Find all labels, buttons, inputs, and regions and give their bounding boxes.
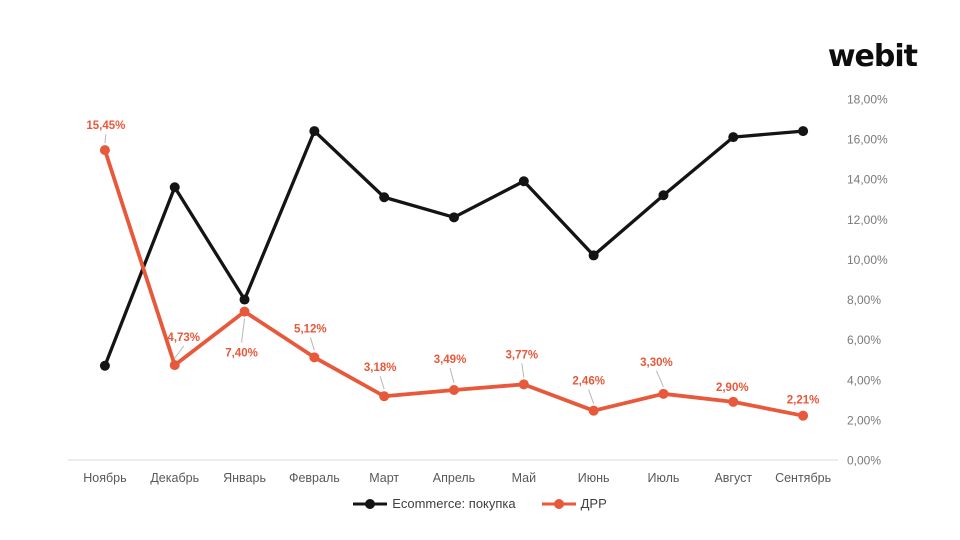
webit-logo: webit [827, 39, 918, 74]
y-axis-tick-label: 18,00% [847, 93, 888, 107]
y-axis-tick-label: 14,00% [847, 173, 888, 187]
ecommerce-point [518, 176, 529, 187]
y-axis-tick-label: 10,00% [847, 253, 888, 267]
drr-data-label: 2,46% [572, 376, 605, 388]
ecommerce-line-sample-icon [353, 498, 388, 509]
drr-data-label: 3,77% [506, 349, 539, 361]
ecommerce-point [728, 132, 739, 143]
drr-label-leader-line [174, 345, 185, 359]
y-axis-tick-label: 8,00% [847, 293, 881, 307]
x-axis-tick-label: Апрель [433, 471, 475, 485]
drr-point [169, 360, 180, 371]
chart-legend: Ecommerce: покупка ДРР [0, 496, 960, 511]
drr-point [99, 145, 110, 156]
x-axis-tick-label: Сентябрь [775, 471, 831, 485]
drr-point [239, 306, 250, 317]
ecommerce-point [449, 212, 459, 223]
ecommerce-point [588, 250, 599, 261]
legend-label-ecommerce: Ecommerce: покупка [392, 496, 516, 511]
x-axis-tick-label: Июль [648, 471, 680, 485]
x-axis-tick-label: Март [369, 471, 399, 485]
y-axis-tick-label: 12,00% [847, 213, 888, 227]
y-axis-tick-label: 4,00% [847, 373, 881, 387]
drr-label-leader-line [655, 370, 664, 388]
drr-point [518, 379, 529, 390]
drr-point [588, 405, 599, 416]
ecommerce-line [103, 129, 805, 368]
legend-label-drr: ДРР [580, 496, 607, 511]
x-axis-tick-label: Декабрь [150, 471, 199, 485]
drr-data-label: 15,45% [86, 120, 125, 132]
drr-line-sample-icon [541, 498, 576, 509]
x-axis-tick-label: Июнь [578, 471, 610, 485]
ecommerce-point [379, 192, 390, 203]
drr-label-leader-line [241, 318, 246, 343]
drr-data-label: 5,12% [294, 323, 327, 335]
legend-item-ecommerce: Ecommerce: покупка [353, 496, 516, 511]
x-axis-tick-label: Август [714, 471, 752, 485]
drr-label-leader-line [309, 337, 315, 351]
drr-label-leader-line [588, 389, 595, 404]
ecommerce-point [309, 126, 320, 137]
drr-point [449, 385, 459, 396]
ecommerce-point [169, 182, 180, 193]
drr-data-label: 3,30% [640, 357, 673, 369]
ecommerce-point [99, 360, 110, 371]
drr-line [103, 148, 805, 418]
drr-label-leader-line [449, 367, 455, 384]
drr-data-label: 3,49% [434, 354, 467, 366]
drr-data-label: 7,40% [225, 348, 258, 360]
x-axis-tick-label: Январь [223, 471, 266, 485]
ecommerce-point [658, 190, 669, 201]
drr-label-leader-line [379, 376, 385, 390]
drr-data-label: 2,21% [787, 395, 820, 407]
y-axis-tick-label: 16,00% [847, 133, 888, 147]
drr-point [309, 352, 320, 363]
drr-data-label: 4,73% [167, 332, 200, 344]
x-axis-tick-label: Май [512, 471, 537, 485]
drr-data-label: 2,90% [716, 382, 749, 394]
drr-label-leader-line [521, 363, 525, 378]
y-axis-tick-label: 6,00% [847, 333, 881, 347]
ecommerce-point [239, 294, 250, 305]
y-axis-tick-label: 0,00% [847, 454, 881, 468]
drr-point [658, 388, 669, 399]
legend-item-drr: ДРР [541, 496, 607, 511]
ecommerce-point [798, 126, 809, 137]
y-axis-tick-label: 2,00% [847, 413, 881, 427]
drr-point [798, 410, 809, 421]
x-axis-tick-label: Февраль [289, 471, 340, 485]
drr-label-leader-line [104, 134, 107, 144]
drr-point [379, 391, 390, 402]
drr-data-label: 3,18% [364, 362, 397, 374]
x-axis-tick-label: Ноябрь [83, 471, 126, 485]
drr-point [728, 396, 739, 407]
